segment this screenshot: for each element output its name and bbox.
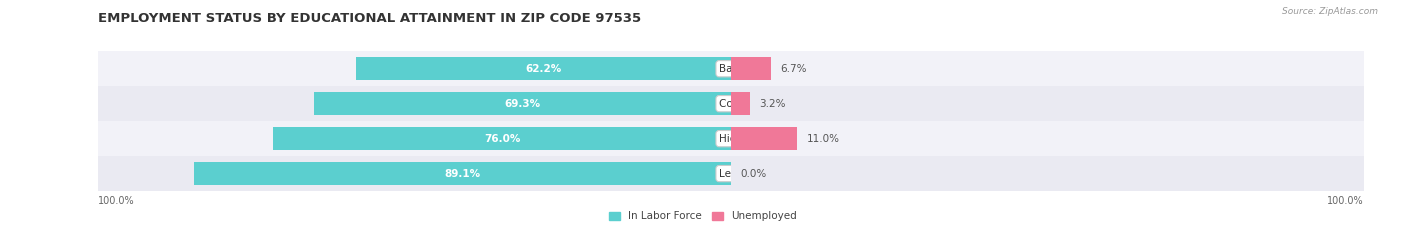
Text: 0.0%: 0.0% — [740, 169, 766, 178]
Text: Source: ZipAtlas.com: Source: ZipAtlas.com — [1282, 7, 1378, 16]
Bar — [273, 127, 731, 150]
Bar — [731, 51, 1364, 86]
Bar — [731, 92, 751, 115]
Bar — [356, 57, 731, 80]
Text: 6.7%: 6.7% — [780, 64, 807, 74]
Text: High School Diploma: High School Diploma — [718, 134, 828, 144]
Text: 100.0%: 100.0% — [1327, 196, 1364, 206]
Legend: In Labor Force, Unemployed: In Labor Force, Unemployed — [605, 207, 801, 226]
Text: 62.2%: 62.2% — [526, 64, 562, 74]
Text: 3.2%: 3.2% — [759, 99, 786, 109]
Text: 100.0%: 100.0% — [98, 196, 135, 206]
Text: 11.0%: 11.0% — [807, 134, 839, 144]
Bar — [98, 51, 731, 86]
Bar — [194, 162, 731, 185]
Text: EMPLOYMENT STATUS BY EDUCATIONAL ATTAINMENT IN ZIP CODE 97535: EMPLOYMENT STATUS BY EDUCATIONAL ATTAINM… — [98, 12, 641, 25]
Text: Less than High School: Less than High School — [718, 169, 834, 178]
Bar — [314, 92, 731, 115]
Text: College / Associate Degree: College / Associate Degree — [718, 99, 859, 109]
Bar — [98, 86, 731, 121]
Bar — [98, 156, 731, 191]
Text: 76.0%: 76.0% — [484, 134, 520, 144]
Text: Bachelor's Degree or higher: Bachelor's Degree or higher — [718, 64, 866, 74]
Bar — [731, 156, 1364, 191]
Bar — [731, 127, 797, 150]
Bar — [731, 86, 1364, 121]
Bar — [731, 57, 772, 80]
Text: 69.3%: 69.3% — [505, 99, 540, 109]
Bar — [731, 121, 1364, 156]
Bar — [98, 121, 731, 156]
Text: 89.1%: 89.1% — [444, 169, 481, 178]
